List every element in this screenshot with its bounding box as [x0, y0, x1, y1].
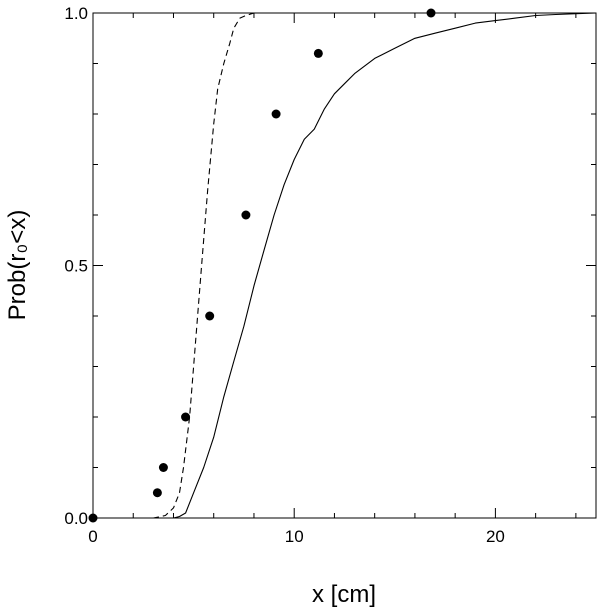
solid-curve [93, 12, 597, 519]
data-point [181, 412, 191, 422]
plot-frame [92, 12, 597, 519]
y-tick-label: 1.0 [64, 4, 88, 23]
data-point [241, 210, 251, 220]
data-point [205, 311, 215, 321]
data-point [152, 488, 162, 498]
data-point [158, 463, 168, 472]
series-layer [88, 8, 597, 523]
dot-series [88, 8, 436, 523]
x-axis-title: x [cm] [312, 581, 376, 608]
axis-ticks [93, 13, 596, 518]
x-tick-label: 10 [285, 527, 304, 546]
axis-tick-labels: 0 10 20 0.0 0.5 1.0 [64, 4, 505, 546]
x-tick-label: 20 [486, 527, 505, 546]
data-point [271, 109, 281, 119]
y-axis-title: Prob(r₀<x) [4, 210, 31, 321]
x-tick-label: 0 [88, 527, 97, 546]
y-tick-label: 0.5 [64, 257, 88, 276]
dashed-curve [93, 12, 596, 519]
y-tick-label: 0.0 [64, 509, 88, 528]
data-point [313, 48, 323, 58]
